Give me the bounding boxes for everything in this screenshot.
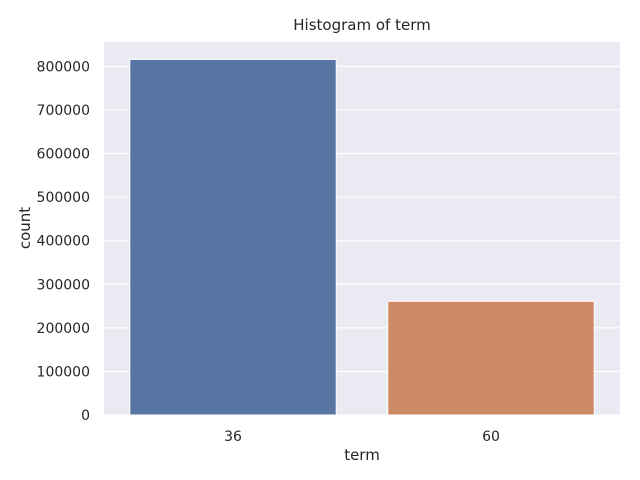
y-tick-label: 600000 — [37, 147, 90, 163]
x-tick-label: 60 — [482, 429, 500, 445]
y-tick-label: 800000 — [37, 59, 90, 75]
y-axis-label: count — [16, 207, 34, 249]
x-tick-label: 36 — [224, 429, 242, 445]
bars — [129, 58, 595, 416]
x-axis-label: term — [344, 446, 380, 464]
bar-60 — [387, 300, 595, 416]
y-tick-label: 400000 — [37, 234, 90, 250]
y-tick-label: 0 — [81, 408, 90, 424]
x-tick-labels: 36 60 — [224, 429, 500, 445]
y-tick-label: 100000 — [37, 364, 90, 380]
bar-36 — [129, 58, 337, 416]
y-tick-label: 200000 — [37, 321, 90, 337]
chart-title: Histogram of term — [293, 16, 430, 34]
y-tick-label: 700000 — [37, 103, 90, 119]
y-tick-labels: 0 100000 200000 300000 400000 500000 600000 700… — [37, 59, 90, 424]
y-tick-label: 300000 — [37, 277, 90, 293]
y-tick-label: 500000 — [37, 190, 90, 206]
